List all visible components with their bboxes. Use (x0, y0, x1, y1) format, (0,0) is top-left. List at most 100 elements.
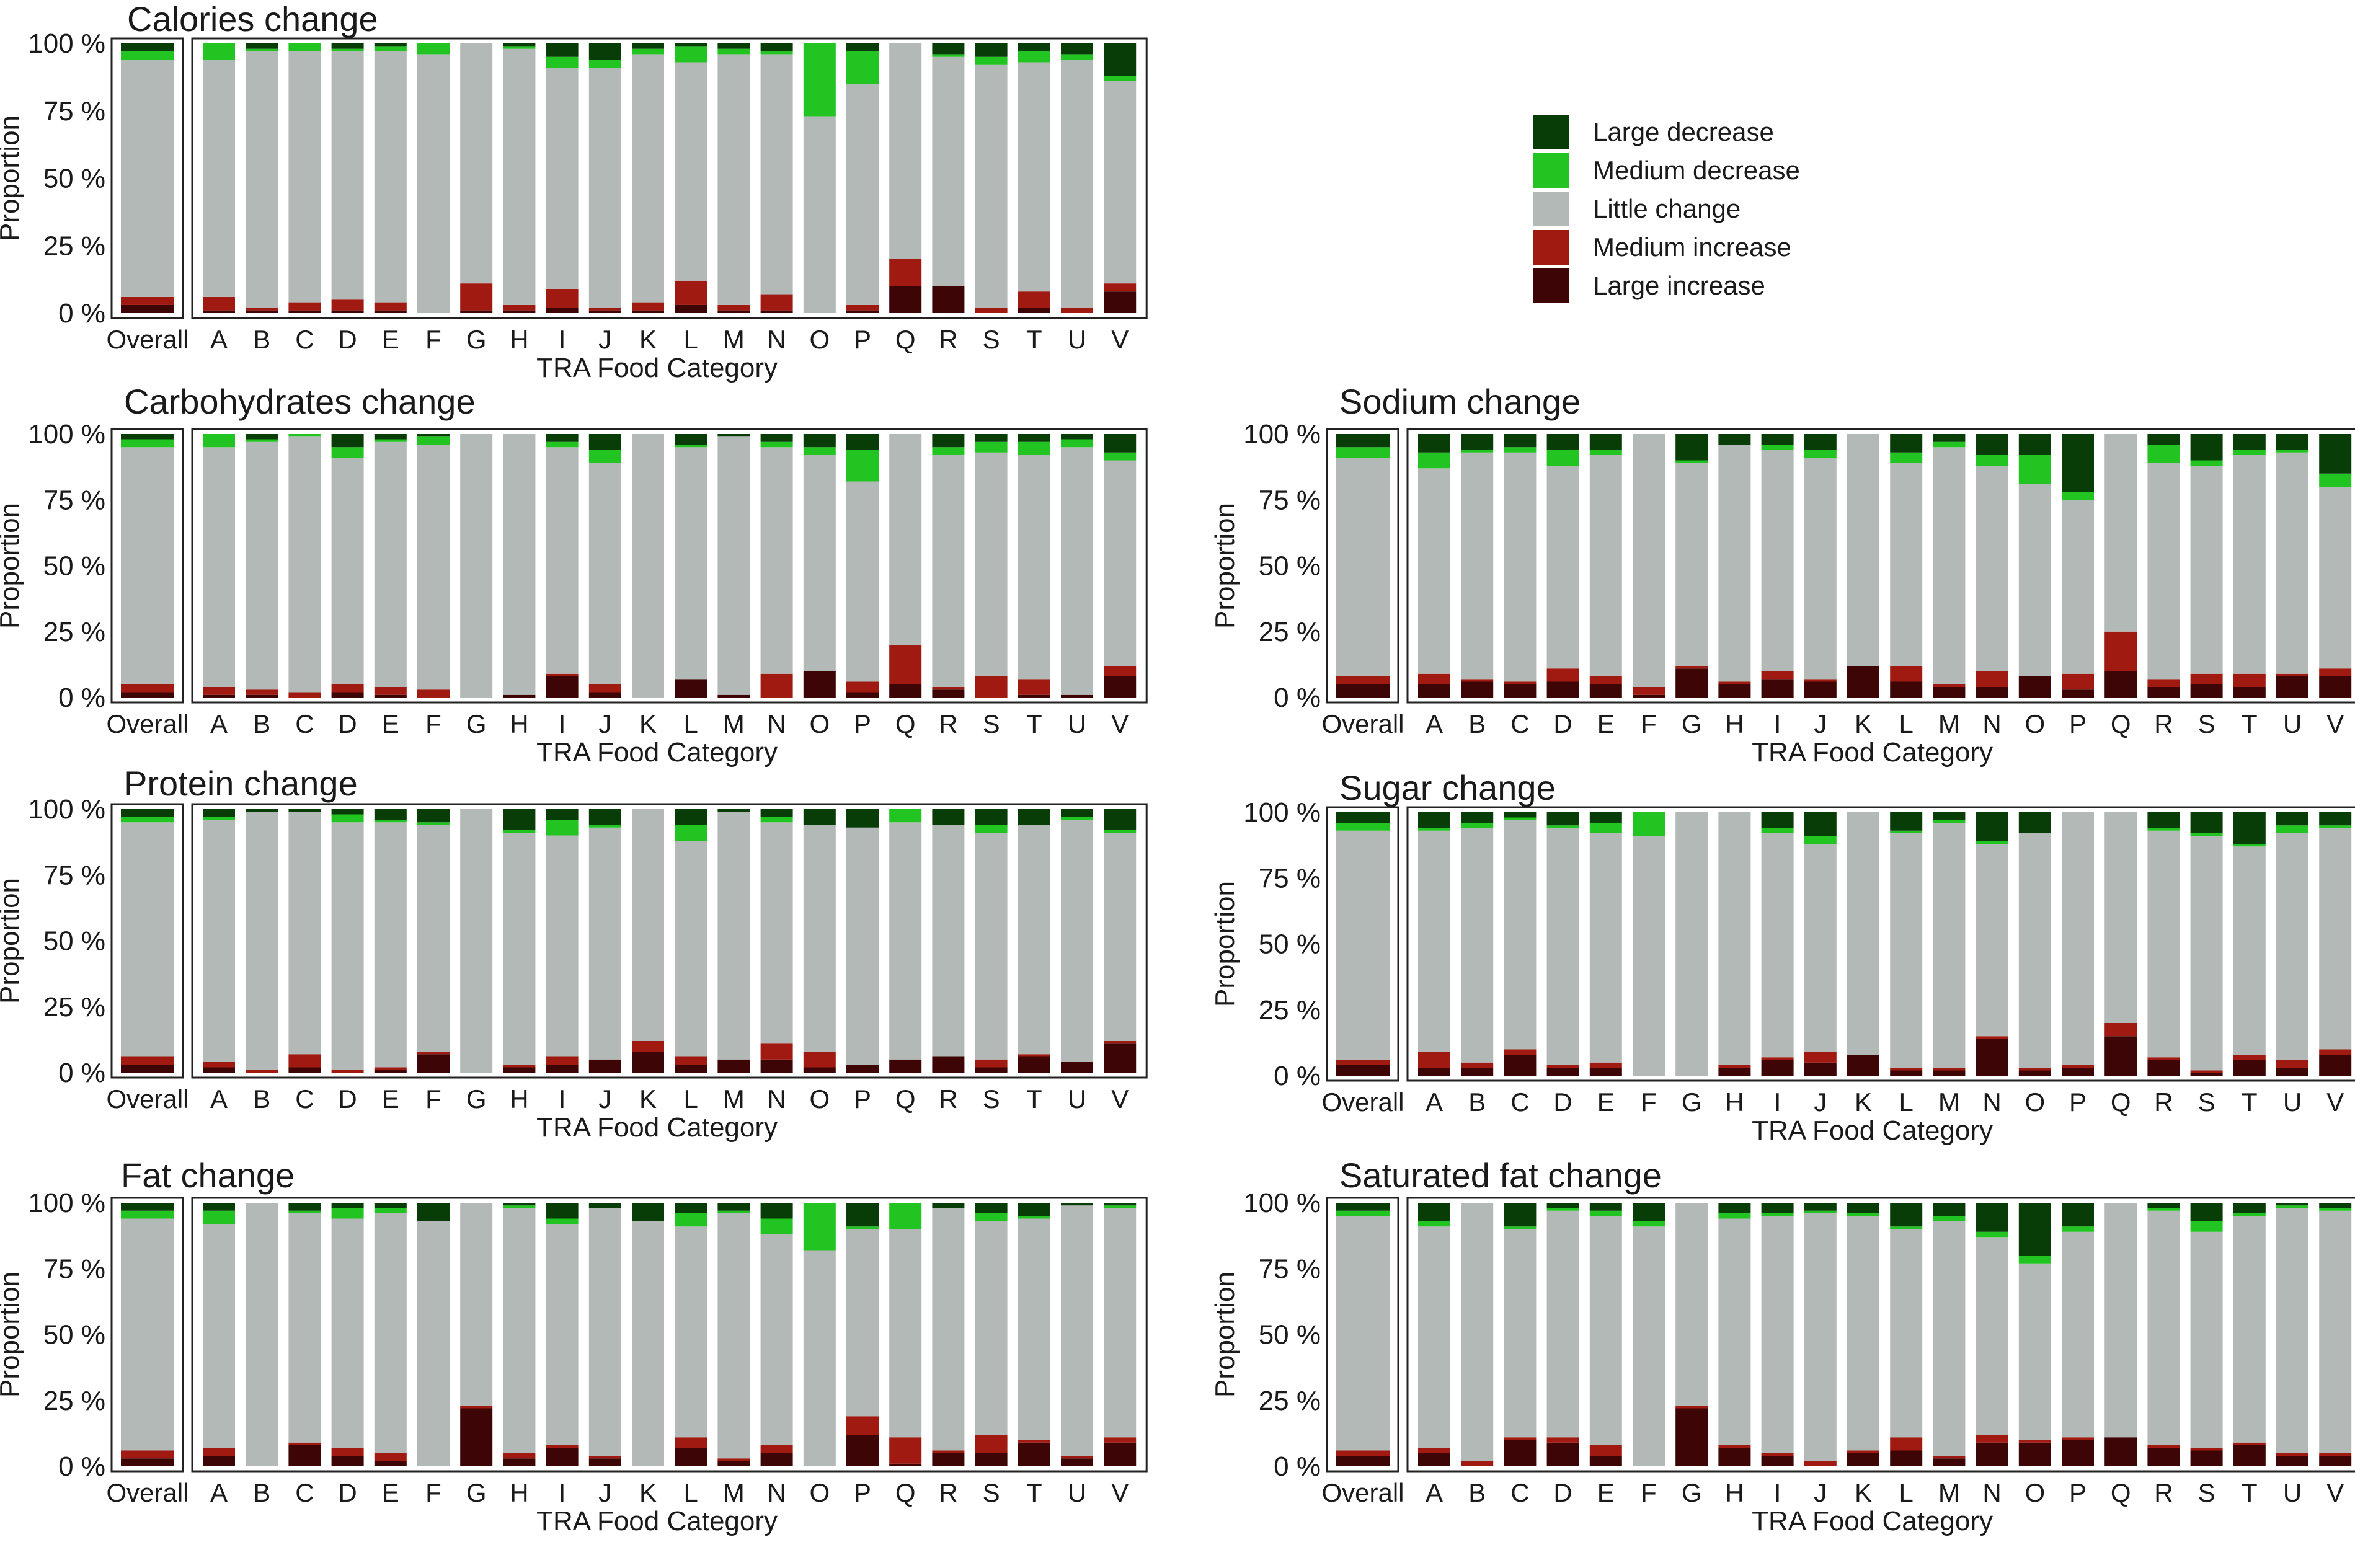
bar-segment-e-medium-decrease (1589, 450, 1622, 455)
bar-segment-overall-medium-increase (121, 1056, 174, 1065)
x-tick-label-q: Q (895, 325, 916, 354)
bar-segment-c-large-decrease (288, 809, 321, 812)
bar-segment-o-large-increase (2018, 1070, 2051, 1076)
bar-segment-v-large-decrease (1104, 809, 1137, 830)
bar-segment-f-medium-decrease (1633, 1221, 1665, 1227)
x-axis-title: TRA Food Category (536, 1506, 778, 1536)
bar-segment-t-medium-increase (2233, 673, 2266, 687)
bar-segment-d-medium-decrease (331, 48, 364, 52)
bar-segment-u-large-decrease (1061, 43, 1093, 55)
bar-segment-q-little-change (889, 822, 922, 1060)
bar-segment-f-little-change (417, 825, 450, 1052)
bar-segment-s-medium-increase (975, 676, 1008, 698)
bar-segment-d-medium-decrease (1546, 1208, 1579, 1211)
y-tick-label: 100 % (28, 794, 105, 825)
x-tick-label-overall: Overall (1321, 709, 1404, 738)
bar-segment-d-medium-increase (331, 299, 364, 311)
bar-segment-j-large-decrease (588, 1203, 621, 1208)
bar-segment-u-large-decrease (2276, 812, 2308, 826)
bar-segment-j-medium-decrease (588, 825, 621, 828)
bar-segment-l-medium-increase (1890, 1068, 1923, 1071)
x-tick-label-v: V (1111, 325, 1129, 354)
bar-segment-u-medium-decrease (1061, 54, 1093, 60)
bar-segment-r-large-increase (932, 1056, 965, 1073)
bar-segment-f-little-change (417, 1221, 450, 1466)
bar-segment-a-medium-increase (1418, 1448, 1450, 1453)
bar-segment-o-medium-increase (2018, 1440, 2051, 1443)
x-tick-label-t: T (1026, 325, 1042, 354)
panel-sugar-change: Sugar change 0 % 25 % 50 % 75 % 100 % Proporti… (1210, 768, 2355, 1146)
bar-segment-q-large-increase (2104, 1036, 2137, 1076)
bar-segment-t-large-decrease (2233, 434, 2266, 450)
bar-segment-v-large-increase (1104, 1442, 1137, 1466)
bar-segment-f-large-decrease (1633, 1203, 1665, 1221)
bar-segment-m-large-increase (717, 1461, 750, 1466)
category-frame (1406, 428, 2355, 704)
bar-segment-j-large-decrease (1804, 812, 1837, 836)
bar-segment-o-little-change (803, 825, 836, 1052)
bar-segment-g-large-increase (460, 1408, 493, 1466)
bar-segment-a-medium-decrease (1418, 1221, 1450, 1227)
bar-segment-f-medium-decrease (1633, 812, 1665, 836)
bar-segment-d-medium-increase (331, 1070, 364, 1073)
bar-segment-m-large-decrease (717, 434, 750, 437)
x-tick-label-k: K (1855, 709, 1872, 738)
bar-segment-e-large-decrease (374, 809, 407, 820)
bar-segment-i-little-change (546, 1224, 579, 1445)
bar-segment-l-little-change (1890, 1229, 1923, 1438)
x-tick-label-r: R (2154, 709, 2173, 738)
bar-segment-n-large-increase (760, 310, 793, 313)
bar-segment-v-large-decrease (1104, 1203, 1137, 1206)
bar-segment-a-medium-increase (203, 296, 235, 311)
x-tick-label-u: U (2283, 1087, 2302, 1117)
bar-segment-r-large-decrease (932, 434, 965, 448)
bar-segment-m-medium-increase (1933, 1068, 1966, 1071)
bar-segment-p-large-increase (846, 310, 879, 313)
x-tick-label-q: Q (2111, 1087, 2131, 1117)
bar-segment-overall-large-increase (1336, 684, 1390, 698)
bar-segment-a-little-change (203, 60, 235, 297)
bar-segment-e-little-change (1589, 455, 1622, 676)
bar-segment-g-large-decrease (1675, 434, 1708, 461)
bar-segment-i-medium-increase (1761, 671, 1794, 680)
bar-segment-n-large-decrease (1976, 434, 2008, 455)
bar-segment-j-medium-decrease (588, 450, 621, 463)
bar-segment-p-large-increase (846, 1435, 879, 1466)
bar-segment-p-medium-increase (846, 681, 879, 693)
bar-segment-m-little-change (717, 436, 750, 695)
bar-segment-h-large-decrease (503, 43, 536, 47)
bar-segment-a-medium-decrease (203, 817, 235, 820)
bar-segment-l-medium-increase (675, 280, 707, 305)
bar-segment-n-medium-decrease (1976, 841, 2008, 844)
bar-segment-u-large-increase (1061, 1458, 1093, 1466)
bar-segment-s-little-change (2190, 466, 2223, 674)
y-tick-label: 100 % (28, 29, 105, 59)
bar-segment-s-medium-decrease (975, 825, 1008, 833)
bar-segment-s-medium-decrease (975, 1213, 1008, 1221)
bar-segment-s-large-decrease (2190, 434, 2223, 461)
bar-segment-d-medium-decrease (1546, 450, 1579, 466)
bar-segment-d-medium-increase (331, 684, 364, 693)
bar-segment-m-large-decrease (717, 43, 750, 49)
bar-segment-r-large-decrease (2147, 1203, 2180, 1208)
bar-segment-i-large-increase (546, 676, 579, 698)
bar-segment-t-little-change (1018, 825, 1050, 1055)
bar-segment-m-medium-decrease (1933, 1216, 1966, 1221)
bar-segment-d-large-decrease (331, 1203, 364, 1208)
x-tick-label-i: I (559, 1084, 566, 1114)
bar-segment-a-large-decrease (1418, 1203, 1450, 1221)
bar-segment-e-large-increase (374, 310, 407, 313)
bar-segment-q-large-increase (2104, 671, 2137, 698)
bar-segment-j-large-decrease (588, 434, 621, 450)
bar-segment-t-little-change (1018, 62, 1050, 292)
x-tick-label-p: P (854, 709, 871, 738)
bar-segment-h-large-decrease (1718, 434, 1751, 445)
bar-segment-r-large-increase (932, 286, 965, 313)
legend-item-medium-decrease: Medium decrease (1533, 153, 1800, 188)
bar-segment-l-large-decrease (675, 43, 707, 47)
panel-title: Sodium change (1339, 382, 1581, 421)
bar-segment-overall-large-decrease (1336, 434, 1390, 448)
bar-segment-g-large-increase (460, 310, 493, 313)
bar-segment-c-little-change (288, 436, 321, 693)
overall-frame (1326, 1197, 1399, 1473)
